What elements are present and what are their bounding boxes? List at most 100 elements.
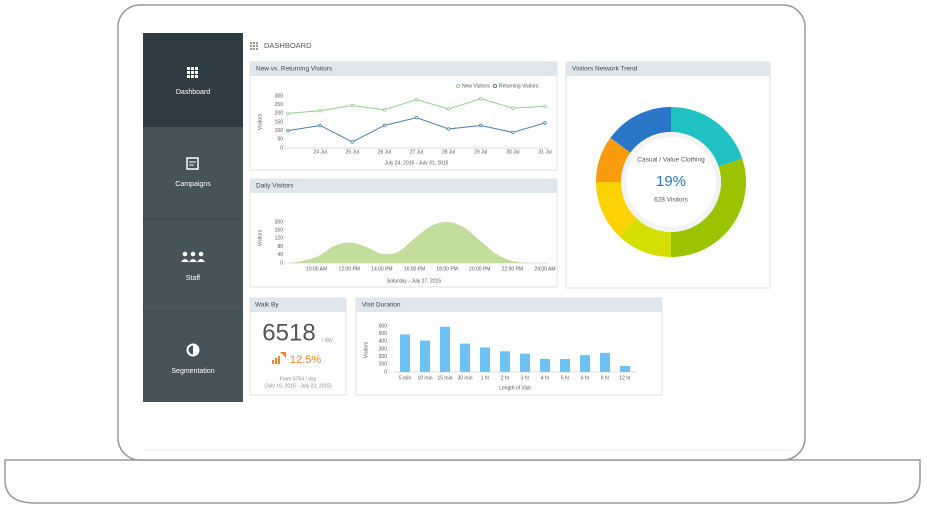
panel-title: Daily Visitors [256,183,294,190]
y-tick-label: 80 [277,244,283,250]
point [318,123,322,128]
y-tick-label: 200 [275,219,284,225]
y-tick-label: 200 [379,354,388,360]
panel-header [250,298,346,312]
panel-header [250,62,557,76]
x-tick-label: 20:00 PM [469,266,490,272]
donut-segment [619,218,671,257]
x-tick-label: 14:00 PM [371,266,392,272]
point [286,111,290,116]
y-tick-label: 600 [379,323,388,329]
y-tick-label: 300 [275,93,284,99]
y-tick-label: 160 [275,228,284,234]
y-tick-label: 100 [275,128,284,134]
bar [540,358,550,372]
panel-title: New vs. Returning Visitors [256,66,333,73]
page-title: DASHBOARD [264,41,312,50]
nav-label[interactable]: Segmentation [171,368,214,375]
point [511,106,515,110]
nav-active[interactable] [143,33,243,127]
x-tick-label: 5 hr [561,375,570,381]
bar [480,347,490,372]
x-tick-label: 6 hr [581,375,590,381]
point [414,115,419,120]
center-label: Casual / Value Clothing [637,157,705,164]
point [350,103,354,108]
donut-segment [671,158,746,257]
center-sub: 628 Visitors [654,197,689,204]
y-axis-label: Visitors [363,341,369,358]
donut-segment [596,182,637,237]
nav-label[interactable]: Staff [186,275,200,282]
point [350,140,354,144]
point [318,109,322,113]
point [414,97,419,102]
x-tick-label: 29 Jul [474,149,487,155]
x-tick-label: 24:00 AM [534,266,555,272]
y-tick-label: 250 [275,102,284,108]
area [292,221,529,263]
point [479,123,483,128]
x-tick-label: 31 Jul [538,149,551,155]
x-tick-label: 16:00 PM [404,266,425,272]
point [382,123,387,128]
legend-marker [492,83,498,89]
bar [500,351,510,372]
walk-by-value: 6518 [262,319,315,346]
staff-icon [181,251,205,262]
bar [460,343,470,372]
bar [400,334,410,372]
point [382,108,387,112]
panel-header [566,62,770,76]
panel [249,297,347,396]
x-tick-label: 9 hr [601,375,610,381]
bar [580,355,590,372]
point [446,127,451,131]
y-axis-label: Visitors [257,229,263,246]
x-tick-label: 22:00 PM [502,266,523,272]
panel-header [356,298,662,312]
bar [520,353,530,372]
point [479,96,483,101]
panel-title: Visitors Network Trend [572,66,638,73]
segmentation-icon [186,343,200,357]
x-tick-label: 25 Jul [346,149,359,155]
panel-title: Walk By [255,302,279,309]
x-tick-label: 30 min [457,375,472,381]
y-tick-label: 120 [275,236,284,242]
x-tick-label: 10:00 AM [306,266,327,272]
bar [420,340,430,372]
y-tick-label: 0 [280,145,283,151]
x-tick-label: 28 Jul [442,149,455,155]
campaigns-icon [186,157,199,170]
x-axis-label: July 24, 2015 - July 31, 2015 [385,160,449,166]
y-tick-label: 500 [379,331,388,337]
x-tick-label: 4 hr [541,375,550,381]
legend-marker [455,83,461,89]
panel-header [250,179,557,193]
x-tick-label: 18:00 PM [436,266,457,272]
x-tick-label: 10 min [417,375,432,381]
y-tick-label: 0 [384,369,387,375]
x-tick-label: 12 hr [619,375,631,381]
trend-icon [272,352,286,364]
y-tick-label: 400 [379,339,388,345]
bar [560,358,570,372]
x-tick-label: 3 hr [521,375,530,381]
bar [620,365,630,372]
center-value: 19% [656,173,686,190]
nav-label[interactable]: Campaigns [175,181,211,188]
walk-by-change: 12.5% [290,354,321,366]
y-tick-label: 40 [277,252,283,258]
y-axis-label: Visitors [257,113,263,130]
legend-label: Returning Visitors [499,83,539,89]
y-tick-label: 100 [379,362,388,368]
x-tick-label: 12:00 PM [339,266,360,272]
point [446,107,451,111]
nav-label[interactable]: Dashboard [176,89,210,96]
y-tick-label: 200 [275,111,284,117]
header-icon [250,42,258,50]
legend-label: New Visitors [462,83,490,89]
y-tick-label: 0 [280,260,283,266]
